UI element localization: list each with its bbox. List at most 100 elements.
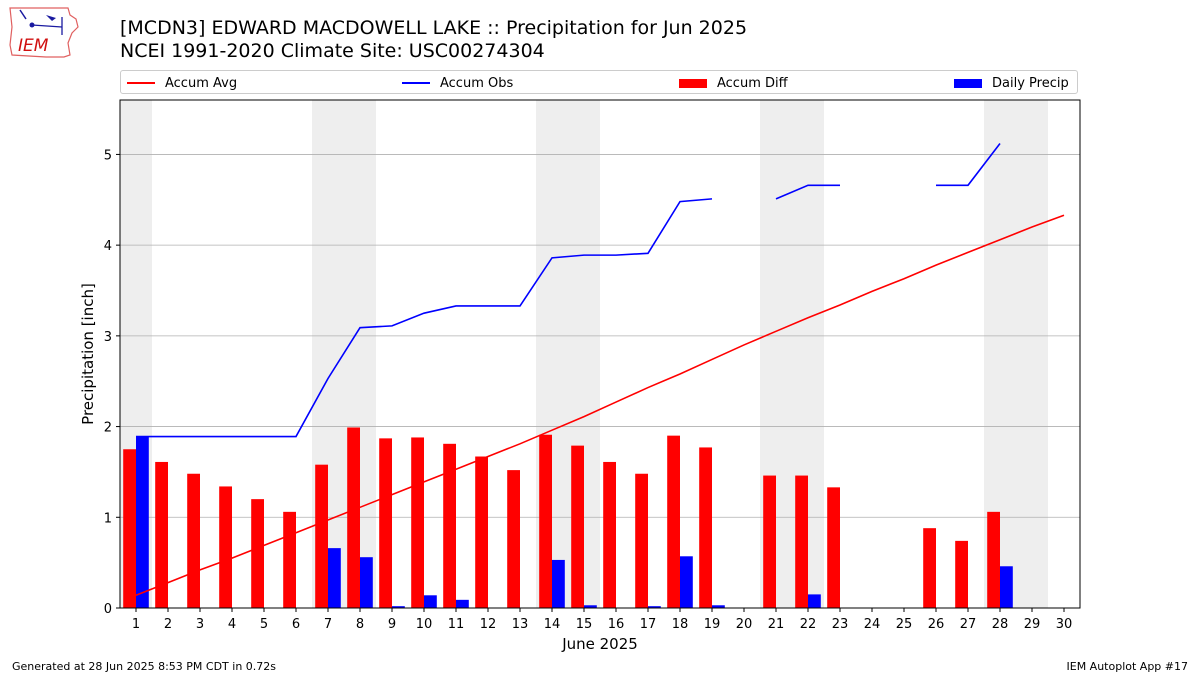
accum-diff-bar — [635, 473, 648, 608]
x-tick-label: 24 — [864, 617, 881, 632]
x-tick-label: 5 — [260, 617, 268, 632]
legend-swatch-accum-obs — [402, 82, 430, 84]
accum-avg-line — [135, 214, 1065, 597]
accum-diff-bar — [347, 427, 360, 608]
accum-diff-bar — [827, 487, 840, 608]
legend-item-accum-diff: Accum Diff — [679, 74, 788, 92]
x-tick-label: 25 — [896, 617, 913, 632]
x-tick-label: 19 — [704, 617, 721, 632]
daily-precip-bar — [424, 595, 437, 608]
x-tick-label: 28 — [992, 617, 1009, 632]
x-tick-label: 16 — [608, 617, 625, 632]
accum-diff-bar — [795, 475, 808, 608]
x-tick-label: 9 — [388, 617, 396, 632]
accum-diff-bar — [571, 445, 584, 608]
x-tick-label: 17 — [640, 617, 657, 632]
y-tick-label: 5 — [104, 148, 112, 163]
accum-diff-bar — [699, 447, 712, 608]
legend-swatch-accum-diff — [679, 78, 707, 88]
y-tick-label: 3 — [104, 330, 112, 345]
legend-item-daily-precip: Daily Precip — [954, 74, 1069, 92]
daily-precip-bar — [360, 557, 373, 608]
legend-label-accum-diff: Accum Diff — [717, 75, 788, 91]
x-tick-label: 13 — [512, 617, 529, 632]
daily-precip-bar — [680, 556, 693, 608]
x-tick-label: 7 — [324, 617, 332, 632]
y-tick-label: 2 — [104, 421, 112, 436]
iem-logo: IEM — [6, 5, 82, 59]
accum-obs-line — [936, 143, 1001, 187]
accum-obs-line — [136, 198, 713, 438]
accum-diff-bar — [315, 464, 328, 608]
plot-frame — [119, 99, 1081, 609]
legend-swatch-accum-avg — [127, 82, 155, 84]
x-tick-label: 22 — [800, 617, 817, 632]
accum-diff-bar — [955, 540, 968, 608]
accum-diff-bar — [379, 438, 392, 608]
chart-subtitle: NCEI 1991-2020 Climate Site: USC00274304 — [120, 40, 545, 62]
x-tick-label: 4 — [228, 617, 236, 632]
x-tick-label: 6 — [292, 617, 300, 632]
accum-diff-bar — [443, 443, 456, 608]
legend-item-accum-avg: Accum Avg — [127, 74, 237, 92]
x-tick-label: 23 — [832, 617, 849, 632]
chart-title: [MCDN3] EDWARD MACDOWELL LAKE :: Precipi… — [120, 17, 748, 39]
accum-diff-bar — [219, 486, 232, 608]
daily-precip-bar — [808, 594, 821, 608]
logo-text: IEM — [18, 36, 49, 56]
x-axis-label: June 2025 — [561, 635, 638, 653]
accum-diff-bar — [123, 449, 136, 608]
y-tick-label: 1 — [104, 511, 112, 526]
daily-precip-bar — [648, 606, 661, 608]
iem-logo-graphic: IEM — [9, 7, 79, 58]
accum-diff-bar — [283, 511, 296, 608]
accum-diff-bar — [251, 499, 264, 608]
daily-precip-bar — [1000, 566, 1013, 608]
x-tick-label: 11 — [448, 617, 465, 632]
daily-precip-bar — [328, 548, 341, 608]
daily-precip-bar — [552, 559, 565, 608]
autoplot-footer: IEM Autoplot App #17 — [1066, 660, 1189, 673]
daily-precip-bar — [584, 605, 597, 608]
x-tick-label: 26 — [928, 617, 945, 632]
y-tick-label: 4 — [104, 239, 112, 254]
x-tick-label: 27 — [960, 617, 977, 632]
accum-diff-bar — [411, 437, 424, 608]
generated-footer: Generated at 28 Jun 2025 8:53 PM CDT in … — [12, 660, 277, 673]
daily-precip-bar — [712, 605, 725, 608]
accum-obs-line — [775, 184, 840, 200]
x-tick-label: 21 — [768, 617, 785, 632]
legend-label-accum-obs: Accum Obs — [440, 75, 514, 91]
x-tick-label: 1 — [132, 617, 140, 632]
x-tick-label: 30 — [1056, 617, 1073, 632]
x-tick-label: 14 — [544, 617, 561, 632]
accum-diff-bar — [603, 461, 616, 608]
x-tick-label: 15 — [576, 617, 593, 632]
legend-swatch-daily-precip — [954, 78, 982, 88]
state-outline-shape — [9, 7, 79, 58]
accum-diff-bar — [187, 473, 200, 608]
y-tick-label: 0 — [104, 602, 112, 617]
legend-label-accum-avg: Accum Avg — [165, 75, 238, 91]
chart-legend: Accum Avg Accum Obs Accum Diff Daily Pre… — [120, 70, 1078, 94]
accum-diff-bar — [923, 528, 936, 608]
accum-diff-bar — [155, 461, 168, 608]
daily-precip-bar — [456, 599, 469, 608]
logo-bar — [31, 24, 63, 28]
accum-diff-bar — [539, 434, 552, 608]
x-tick-label: 18 — [672, 617, 689, 632]
legend-item-accum-obs: Accum Obs — [402, 74, 513, 92]
logo-stroke — [19, 9, 27, 20]
x-tick-label: 8 — [356, 617, 364, 632]
accum-diff-bar — [987, 511, 1000, 608]
accum-diff-bar — [507, 470, 520, 608]
logo-flag-shape — [46, 15, 56, 21]
accum-diff-bar — [667, 435, 680, 608]
weekend-band — [1016, 100, 1048, 608]
x-tick-label: 10 — [416, 617, 433, 632]
x-tick-label: 20 — [736, 617, 753, 632]
daily-precip-bar — [136, 436, 149, 608]
accum-diff-bar — [763, 475, 776, 608]
x-tick-label: 2 — [164, 617, 172, 632]
